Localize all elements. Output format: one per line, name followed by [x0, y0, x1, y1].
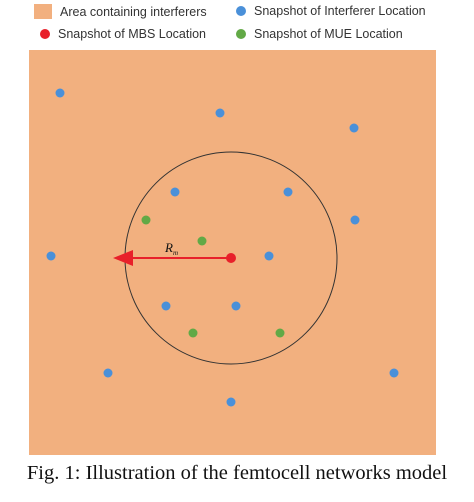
mue-point — [275, 328, 285, 338]
interferer-area — [29, 50, 436, 455]
mue-point — [188, 328, 198, 338]
interferer-point — [170, 187, 180, 197]
legend-interferer-label: Snapshot of Interferer Location — [254, 4, 426, 18]
figure-caption: Fig. 1: Illustration of the femtocell ne… — [26, 462, 448, 484]
mbs-dot-icon — [40, 29, 50, 39]
legend-mbs: Snapshot of MBS Location — [40, 27, 206, 41]
legend-area-label: Area containing interferers — [60, 4, 207, 19]
mue-users — [141, 215, 285, 338]
interferer-point — [349, 123, 359, 133]
legend: Area containing interferers Snapshot of … — [0, 0, 474, 48]
interferers — [46, 88, 399, 407]
interferer-point — [283, 187, 293, 197]
legend-mue-label: Snapshot of MUE Location — [254, 27, 403, 41]
interferer-point — [46, 251, 56, 261]
interferer-point — [350, 215, 360, 225]
interferer-point — [161, 301, 171, 311]
interferer-point — [231, 301, 241, 311]
legend-area: Area containing interferers — [34, 4, 207, 19]
interferer-point — [103, 368, 113, 378]
area-swatch-icon — [34, 4, 52, 19]
mue-point — [141, 215, 151, 225]
mue-point — [197, 236, 207, 246]
interferer-point — [264, 251, 274, 261]
interferer-point — [226, 397, 236, 407]
mue-dot-icon — [236, 29, 246, 39]
mbs-point — [226, 253, 236, 263]
legend-mbs-label: Snapshot of MBS Location — [58, 27, 207, 41]
interferer-point — [389, 368, 399, 378]
interferer-point — [55, 88, 65, 98]
interferer-dot-icon — [236, 6, 246, 16]
interferer-point — [215, 108, 225, 118]
legend-interferer: Snapshot of Interferer Location — [236, 4, 426, 18]
legend-mue: Snapshot of MUE Location — [236, 27, 403, 41]
radius-label: Rm — [164, 240, 178, 257]
